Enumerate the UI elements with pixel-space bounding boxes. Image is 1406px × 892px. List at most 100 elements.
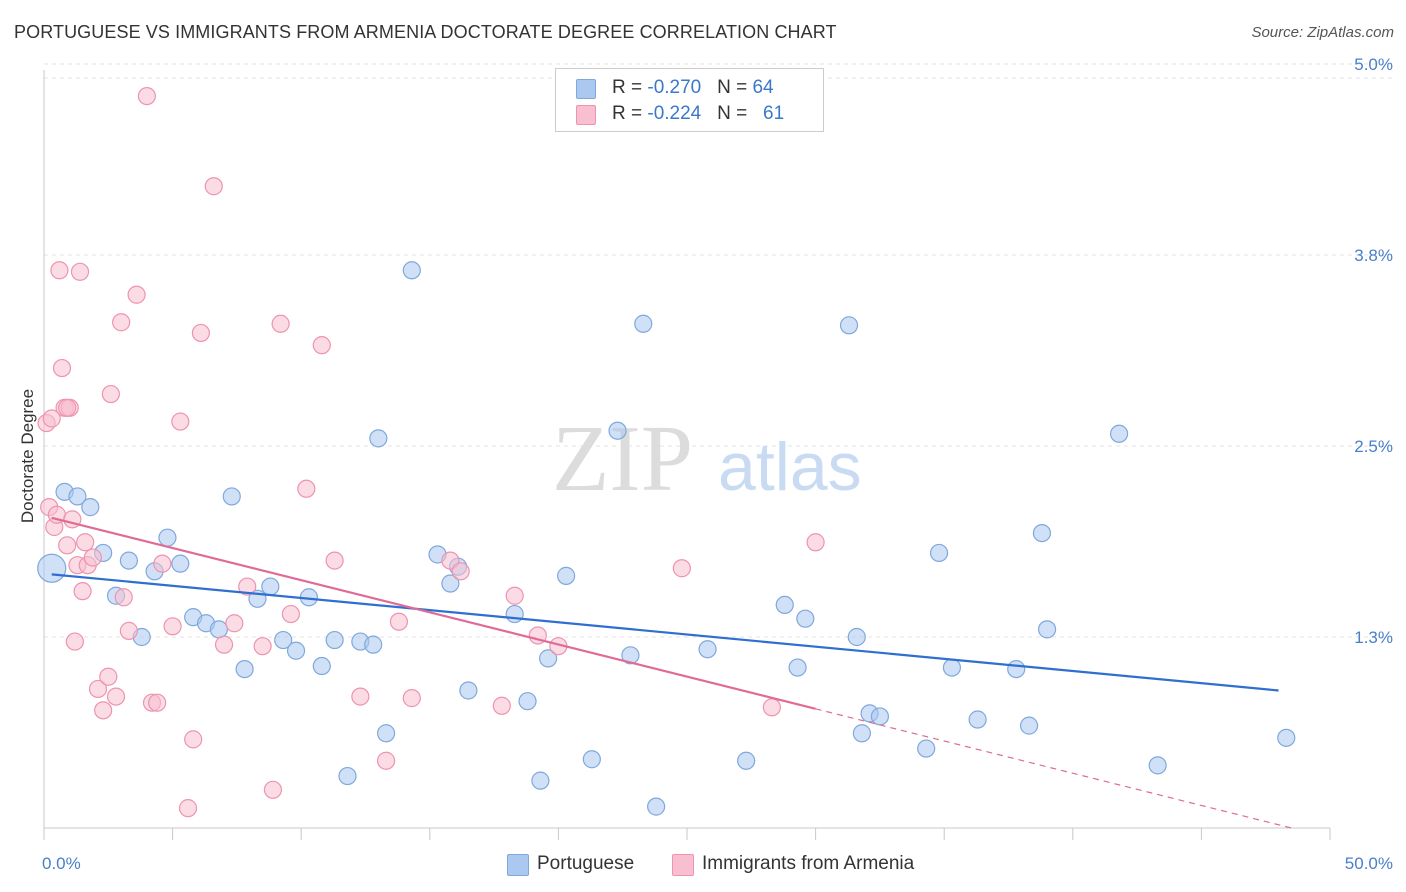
portuguese-point	[968, 710, 987, 729]
bottom-legend-swatch-armenia	[672, 854, 694, 876]
armenia-point	[297, 479, 316, 498]
portuguese-point	[441, 574, 460, 593]
tick-labels: 1.3% 2.5% 3.8% 5.0% 0.0% 50.0%	[42, 55, 1393, 873]
portuguese-point	[119, 551, 138, 570]
portuguese-point	[1032, 523, 1052, 543]
legend-n-value: 64	[752, 77, 774, 98]
watermark-atlas: atlas	[718, 429, 862, 505]
portuguese-trend-line	[51, 573, 1279, 692]
armenia-point	[171, 412, 190, 431]
legend-r-label: R =	[612, 77, 648, 98]
armenia-point	[52, 358, 72, 378]
portuguese-point	[1037, 620, 1057, 639]
portuguese-point	[608, 421, 627, 440]
portuguese-point	[852, 724, 871, 743]
legend-row-portuguese: R = -0.270 N = 64	[576, 75, 774, 101]
portuguese-point	[235, 659, 254, 679]
bottom-legend-swatch-portuguese	[507, 854, 529, 876]
legend-swatch-portuguese	[576, 79, 596, 99]
armenia-point	[99, 667, 118, 686]
portuguese-point	[870, 707, 890, 726]
armenia-point	[238, 577, 257, 596]
bottom-legend-label-armenia: Immigrants from Armenia	[702, 853, 915, 874]
armenia-point	[505, 586, 524, 605]
armenia-point	[65, 632, 84, 651]
portuguese-point	[222, 487, 241, 506]
portuguese-point	[459, 681, 478, 700]
armenia-point	[50, 261, 69, 280]
y-tick-label: 5.0%	[1354, 55, 1393, 74]
portuguese-point	[364, 635, 383, 654]
portuguese-point	[647, 797, 666, 816]
armenia-point	[58, 398, 77, 417]
armenia-trend-extension	[815, 708, 1292, 829]
portuguese-point	[634, 314, 653, 333]
legend-n-value: 61	[763, 103, 785, 124]
armenia-point	[191, 323, 210, 343]
portuguese-point	[274, 630, 293, 650]
portuguese-point	[1277, 728, 1296, 747]
axes	[43, 70, 1331, 840]
portuguese-point	[312, 656, 331, 676]
armenia-point	[76, 533, 95, 552]
armenia-point	[163, 617, 182, 636]
portuguese-point	[209, 620, 228, 639]
armenia-point	[402, 689, 421, 708]
portuguese-point	[369, 429, 388, 448]
correlation-legend: R = -0.270 N = 64 R = -0.224 N = 61	[555, 68, 824, 132]
y-tick-label: 2.5%	[1354, 437, 1393, 456]
armenia-point	[58, 536, 77, 555]
y-tick-label: 3.8%	[1354, 246, 1393, 265]
armenia-point	[106, 687, 126, 706]
portuguese-point	[775, 595, 794, 615]
legend-r-value: -0.224	[647, 103, 702, 124]
legend-swatch-armenia	[576, 105, 596, 125]
portuguese-point	[171, 554, 190, 573]
portuguese-point	[518, 692, 537, 711]
portuguese-point	[1019, 716, 1039, 735]
portuguese-point	[796, 609, 815, 628]
armenia-point	[184, 730, 203, 749]
x-tick-label: 50.0%	[1345, 854, 1393, 873]
portuguese-point	[737, 751, 756, 770]
legend-row-armenia: R = -0.224 N = 61	[576, 101, 784, 127]
armenia-point	[253, 637, 272, 656]
armenia-point	[672, 559, 691, 578]
gridlines	[44, 63, 1392, 638]
trend-lines	[51, 516, 1292, 829]
armenia-point	[119, 621, 138, 640]
armenia-point	[153, 554, 172, 573]
armenia-point	[73, 582, 92, 601]
portuguese-point	[917, 739, 936, 758]
source-label: Source: ZipAtlas.com	[1251, 24, 1394, 41]
armenia-point	[325, 551, 344, 570]
portuguese-point	[286, 641, 306, 660]
armenia-trend-line	[51, 516, 816, 710]
armenia-point	[178, 799, 198, 818]
portuguese-point	[261, 577, 280, 596]
armenia-point	[148, 693, 167, 712]
armenia-point	[94, 701, 113, 720]
armenia-point	[88, 679, 108, 699]
portuguese-point	[582, 750, 601, 769]
legend-n-label: N =	[717, 103, 753, 124]
armenia-point	[312, 336, 331, 355]
portuguese-point	[621, 646, 640, 665]
portuguese-point	[81, 498, 100, 517]
y-tick-label: 1.3%	[1354, 628, 1393, 647]
armenia-point	[114, 588, 133, 607]
portuguese-point	[505, 604, 524, 624]
portuguese-point	[539, 649, 558, 668]
armenia-point	[112, 313, 131, 332]
armenia-point	[281, 604, 301, 624]
armenia-point	[806, 533, 825, 552]
portuguese-point	[1109, 424, 1129, 443]
bottom-legend-label-portuguese: Portuguese	[537, 853, 635, 874]
portuguese-point	[37, 553, 67, 583]
portuguese-point	[1007, 659, 1026, 679]
armenia-point	[263, 780, 283, 799]
armenia-point	[127, 285, 146, 304]
y-axis-label: Doctorate Degree	[18, 389, 37, 523]
portuguese-point	[557, 566, 576, 585]
